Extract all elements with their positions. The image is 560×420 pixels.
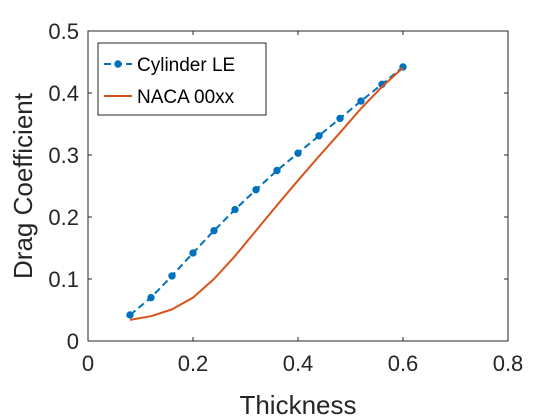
data-point-cylinder-le [210, 226, 218, 235]
x-tick-label: 0 [82, 351, 94, 376]
series-layer [126, 63, 407, 321]
series-line-cylinder-le [129, 66, 404, 316]
y-tick-label: 0.4 [48, 81, 79, 106]
legend-label-cylinder-le: Cylinder LE [137, 55, 235, 76]
y-tick-label: 0 [67, 329, 79, 354]
data-point-cylinder-le [126, 311, 134, 319]
data-point-cylinder-le [189, 249, 197, 257]
y-tick-label: 0.2 [48, 205, 79, 230]
legend: Cylinder LE NACA 00xx [97, 42, 267, 116]
ticks-layer: 0 0.2 0.4 0.6 0.8 0 0.1 0.2 0.3 0.4 0.5 [48, 19, 523, 376]
x-axis-title: Thickness [239, 390, 356, 420]
data-point-cylinder-le [315, 132, 323, 140]
plot-frame [87, 30, 509, 342]
y-tick-label: 0.3 [48, 143, 79, 168]
x-tick-label: 0.2 [178, 351, 209, 376]
y-axis-title: Drag Coefficient [8, 92, 38, 279]
data-point-cylinder-le [357, 97, 365, 105]
y-tick-label: 0.1 [48, 267, 79, 292]
series-line-naca-00xx [129, 66, 404, 321]
data-point-cylinder-le [252, 186, 260, 194]
legend-label-naca-00xx: NACA 00xx [137, 87, 235, 108]
data-point-cylinder-le [294, 149, 302, 157]
legend-box [97, 42, 267, 116]
data-point-cylinder-le [147, 293, 155, 302]
x-tick-label: 0.6 [388, 351, 419, 376]
data-point-cylinder-le [336, 114, 344, 123]
x-tick-label: 0.4 [283, 351, 314, 376]
data-point-cylinder-le [168, 272, 176, 280]
data-point-cylinder-le [273, 166, 281, 175]
legend-marker-cylinder-le [114, 60, 122, 68]
y-tick-label: 0.5 [48, 19, 79, 44]
x-tick-label: 0.8 [493, 351, 524, 376]
data-point-cylinder-le [231, 205, 239, 214]
